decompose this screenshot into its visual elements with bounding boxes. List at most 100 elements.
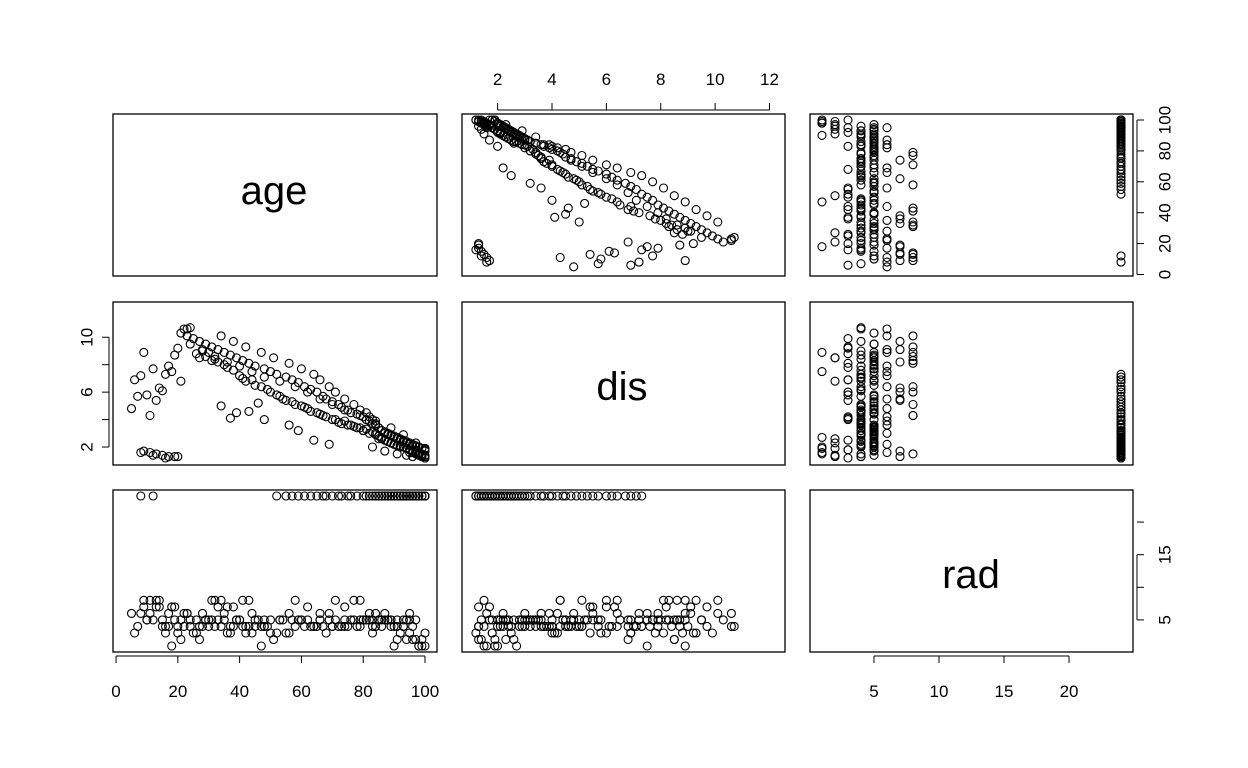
point-rad-vs-age (856, 239, 866, 249)
point-dis-vs-rad (525, 491, 535, 501)
point-age-vs-rad (383, 491, 393, 501)
point-dis-vs-age (707, 231, 717, 241)
point-rad-vs-age (856, 259, 866, 269)
point-age-vs-rad (333, 491, 344, 501)
age-right-tick-label: 40 (1156, 203, 1175, 222)
point-rad-vs-dis (869, 430, 879, 440)
point-dis-vs-age (476, 118, 486, 128)
point-age-vs-dis (154, 383, 164, 393)
point-rad-vs-age (882, 252, 892, 263)
point-age-vs-rad (324, 608, 334, 618)
point-rad-vs-age (817, 242, 827, 252)
point-dis-vs-rad (675, 621, 685, 631)
point-dis-vs-rad (493, 621, 503, 631)
point-rad-vs-dis (1116, 397, 1126, 407)
point-dis-vs-age (525, 178, 535, 188)
point-rad-vs-dis (1116, 375, 1126, 385)
point-dis-vs-rad (686, 602, 696, 612)
point-dis-vs-rad (683, 621, 693, 631)
point-rad-vs-age (856, 161, 866, 171)
point-dis-vs-age (536, 183, 546, 193)
point-rad-vs-age (882, 140, 892, 150)
point-dis-vs-age (623, 188, 633, 198)
point-rad-vs-age (830, 120, 840, 130)
point-rad-vs-age (1116, 251, 1126, 261)
point-dis-vs-age (629, 206, 639, 216)
point-dis-vs-rad (637, 491, 647, 501)
point-dis-vs-age (484, 115, 495, 125)
point-age-vs-rad (408, 621, 418, 631)
point-dis-vs-age (680, 197, 690, 207)
point-dis-vs-rad (631, 491, 641, 501)
rad-bottom-tick-label: 10 (930, 682, 949, 701)
point-rad-vs-age (856, 243, 866, 253)
point-dis-vs-age (637, 171, 647, 181)
point-rad-vs-age (908, 203, 918, 213)
point-rad-vs-age (908, 252, 918, 263)
point-dis-vs-age (669, 209, 679, 219)
point-dis-vs-age (637, 245, 647, 255)
point-dis-vs-age (585, 184, 595, 195)
point-age-vs-dis (244, 358, 254, 368)
point-dis-vs-rad (702, 621, 712, 631)
point-dis-vs-age (696, 225, 707, 235)
point-rad-vs-dis (843, 358, 853, 368)
point-rad-vs-age (843, 164, 853, 174)
point-age-vs-rad (380, 608, 390, 618)
diag-label-dis: dis (596, 365, 647, 409)
point-dis-vs-age (498, 163, 508, 173)
point-dis-vs-age (536, 152, 546, 162)
point-age-vs-rad (231, 615, 242, 625)
point-rad-vs-dis (869, 328, 879, 338)
point-dis-vs-rad (620, 491, 630, 501)
point-dis-vs-age (702, 228, 712, 238)
point-rad-vs-dis (908, 410, 918, 421)
point-age-vs-rad (343, 491, 353, 501)
point-rad-vs-age (895, 242, 905, 252)
point-age-vs-rad (337, 491, 347, 501)
point-rad-vs-dis (817, 347, 827, 357)
point-rad-vs-dis (856, 426, 866, 436)
point-dis-vs-age (539, 157, 549, 167)
point-dis-vs-age (569, 262, 579, 272)
point-rad-vs-age (908, 206, 918, 216)
point-age-vs-dis (253, 398, 263, 408)
point-dis-vs-rad (601, 491, 611, 501)
point-rad-vs-age (869, 177, 879, 187)
point-rad-vs-age (856, 147, 866, 157)
point-age-vs-dis (250, 380, 260, 390)
point-age-vs-dis (327, 397, 337, 407)
point-rad-vs-age (830, 228, 840, 238)
point-dis-vs-age (612, 175, 622, 185)
point-age-vs-rad (389, 641, 399, 651)
point-age-vs-rad (219, 608, 229, 618)
point-dis-vs-rad (585, 628, 595, 638)
point-dis-vs-age (604, 246, 614, 256)
point-dis-vs-age (547, 195, 557, 205)
dis-left-tick-label: 2 (78, 442, 97, 451)
point-age-vs-rad (126, 608, 137, 618)
point-age-vs-dis (265, 367, 276, 377)
point-dis-vs-rad (490, 641, 500, 651)
point-age-vs-dis (176, 328, 186, 338)
point-dis-vs-rad (566, 491, 576, 501)
point-age-vs-dis (133, 391, 143, 401)
point-dis-vs-age (696, 232, 707, 242)
point-age-vs-rad (398, 615, 408, 625)
point-age-vs-dis (157, 450, 167, 460)
point-rad-vs-dis (817, 442, 827, 452)
point-rad-vs-dis (843, 445, 853, 455)
point-dis-vs-age (623, 205, 633, 215)
point-dis-vs-age (626, 260, 636, 270)
point-dis-vs-rad (648, 615, 658, 625)
panel-frame-age-age (112, 113, 438, 277)
point-age-vs-rad (411, 491, 421, 501)
point-rad-vs-dis (856, 376, 866, 386)
point-dis-vs-age (607, 172, 617, 182)
point-rad-vs-age (1116, 166, 1126, 176)
point-rad-vs-age (908, 217, 918, 227)
point-age-vs-dis (151, 449, 161, 459)
point-dis-vs-age (482, 252, 492, 263)
point-dis-vs-rad (476, 615, 486, 625)
